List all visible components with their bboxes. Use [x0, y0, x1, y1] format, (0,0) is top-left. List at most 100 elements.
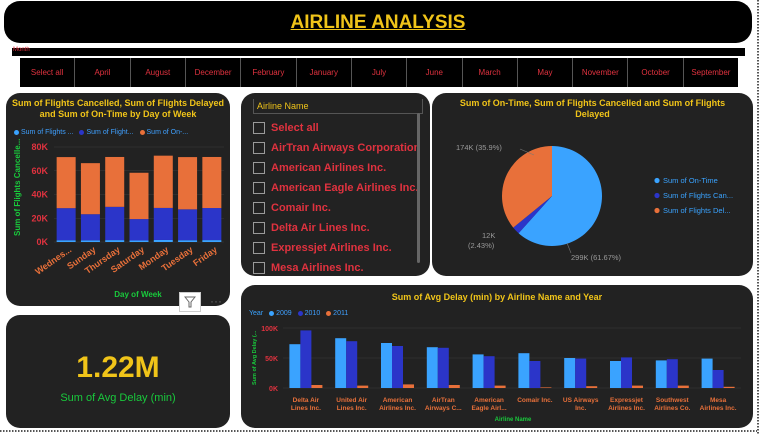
month-option[interactable]: May: [518, 58, 574, 87]
x-tick-label: Friday: [191, 244, 219, 268]
bar-segment: [129, 172, 149, 220]
checkbox-icon[interactable]: [253, 222, 265, 234]
pie-chart: 174K (35.9%) 12K(2.43%) 299K (61.67%) Sum o…: [456, 143, 733, 262]
x-tick-label: Lines Inc.: [291, 405, 321, 412]
x-tick-label: United Air: [336, 397, 367, 404]
legend-dot-icon: [654, 177, 660, 184]
x-tick-label: Eagle Airl...: [472, 405, 507, 412]
checkbox-icon[interactable]: [253, 142, 265, 154]
bar: [335, 338, 347, 388]
x-axis-label: Day of Week: [114, 290, 162, 299]
airline-year-chart-card: Sum of Avg Delay (min) by Airline Name a…: [241, 285, 753, 428]
month-option[interactable]: February: [241, 58, 297, 87]
bar: [540, 387, 552, 388]
bar-segment: [178, 240, 198, 242]
leader-line: [519, 148, 535, 156]
airline-option[interactable]: Delta Air Lines Inc.: [253, 222, 423, 234]
airline-option[interactable]: Mesa Airlines Inc.: [253, 262, 423, 274]
legend-dot-icon: [654, 207, 660, 214]
month-option[interactable]: November: [573, 58, 629, 87]
bar: [448, 385, 460, 388]
bar-segment: [153, 239, 173, 242]
airline-option[interactable]: AirTran Airways Corporation: [253, 142, 423, 154]
airline-year-chart-title: Sum of Avg Delay (min) by Airline Name a…: [391, 292, 603, 302]
airline-option[interactable]: Select all: [253, 122, 423, 134]
month-option[interactable]: December: [186, 58, 242, 87]
legend-item: Sum of On-Time: [663, 176, 718, 185]
month-option[interactable]: July: [352, 58, 408, 87]
pie-chart-card: Sum of On-Time, Sum of Flights Cancelled…: [432, 93, 753, 276]
airline-option-label: Delta Air Lines Inc.: [271, 222, 370, 234]
legend-dot-icon: [269, 310, 275, 316]
airline-year-legend: Year 2009 2010 2011: [249, 310, 348, 317]
airline-option-label: AirTran Airways Corporation: [271, 142, 421, 154]
bar-segment: [105, 156, 125, 207]
filter-button[interactable]: [179, 292, 201, 312]
month-option[interactable]: Select all: [20, 58, 76, 87]
bar: [357, 385, 369, 388]
checkbox-icon[interactable]: [253, 242, 265, 254]
bar-segment: [153, 155, 173, 208]
bar: [723, 386, 735, 388]
airline-option[interactable]: American Eagle Airlines Inc.: [253, 182, 423, 194]
page-title: AIRLINE ANALYSIS: [290, 12, 466, 33]
legend-dot-icon: [326, 310, 332, 316]
month-option[interactable]: June: [407, 58, 463, 87]
bar: [632, 385, 643, 388]
checkbox-icon[interactable]: [253, 262, 265, 274]
y-tick-label: 0K: [269, 386, 278, 393]
kpi-card: 1.22M Sum of Avg Delay (min): [6, 315, 230, 428]
day-of-week-chart: 0K20K40K60K80KWednes...SundayThursdaySat…: [13, 139, 224, 299]
airline-option-label: American Airlines Inc.: [271, 162, 387, 174]
airline-option[interactable]: Expressjet Airlines Inc.: [253, 242, 423, 254]
bar-segment: [202, 156, 222, 209]
month-slicer[interactable]: Select all April August December February Jan…: [20, 58, 738, 87]
y-tick-label: 50K: [265, 356, 278, 363]
pie-data-label: 174K (35.9%): [456, 143, 502, 152]
legend-item: Sum of Flights Can...: [663, 191, 733, 200]
y-tick-label: 100K: [261, 326, 278, 333]
bar: [494, 385, 506, 388]
more-options-button[interactable]: ···: [206, 292, 226, 310]
checkbox-icon[interactable]: [253, 122, 265, 134]
checkbox-icon[interactable]: [253, 162, 265, 174]
x-tick-label: AirTran: [432, 397, 455, 404]
checkbox-icon[interactable]: [253, 182, 265, 194]
month-option[interactable]: April: [75, 58, 131, 87]
bar: [289, 344, 301, 388]
month-option[interactable]: March: [463, 58, 518, 87]
month-option[interactable]: August: [131, 58, 186, 87]
day-of-week-chart-card: Sum of Flights Cancelled, Sum of Flights…: [6, 93, 230, 306]
kpi-value: 1.22M: [76, 351, 160, 384]
airline-slicer: Airline Name Select all AirTran Airways C…: [253, 99, 423, 274]
bar: [381, 343, 392, 388]
bar-segment: [178, 157, 198, 210]
airline-option-label: Mesa Airlines Inc.: [271, 262, 364, 274]
y-axis-label: Sum of Flights Cancelle...: [13, 139, 22, 236]
y-tick-label: 60K: [31, 166, 48, 176]
bar-segment: [129, 219, 149, 241]
pie-slice: [518, 146, 602, 246]
month-option[interactable]: October: [628, 58, 684, 87]
airline-option-label: American Eagle Airlines Inc.: [271, 182, 419, 194]
bar: [403, 384, 414, 388]
checkbox-icon[interactable]: [253, 202, 265, 214]
x-axis-label: Airline Name: [495, 417, 532, 423]
legend-title: Year: [249, 310, 264, 317]
bar: [483, 356, 495, 388]
bar: [300, 330, 312, 388]
month-option[interactable]: January: [297, 58, 352, 87]
airline-slicer-scrollbar[interactable]: [417, 113, 420, 263]
bar: [655, 360, 667, 388]
month-option[interactable]: September: [691, 68, 731, 77]
x-tick-label: US Airways: [563, 397, 599, 404]
bar: [564, 358, 576, 388]
x-tick-label: Comair Inc.: [517, 397, 553, 404]
airline-option[interactable]: Comair Inc.: [253, 202, 423, 214]
airline-option-label: Expressjet Airlines Inc.: [271, 242, 392, 254]
x-tick-label: Expressjet: [610, 397, 644, 404]
x-tick-label: Lines Inc.: [337, 405, 367, 412]
airline-slicer-header: Airline Name: [253, 99, 423, 114]
x-tick-label: Southwest: [656, 397, 690, 404]
airline-option[interactable]: American Airlines Inc.: [253, 162, 423, 174]
